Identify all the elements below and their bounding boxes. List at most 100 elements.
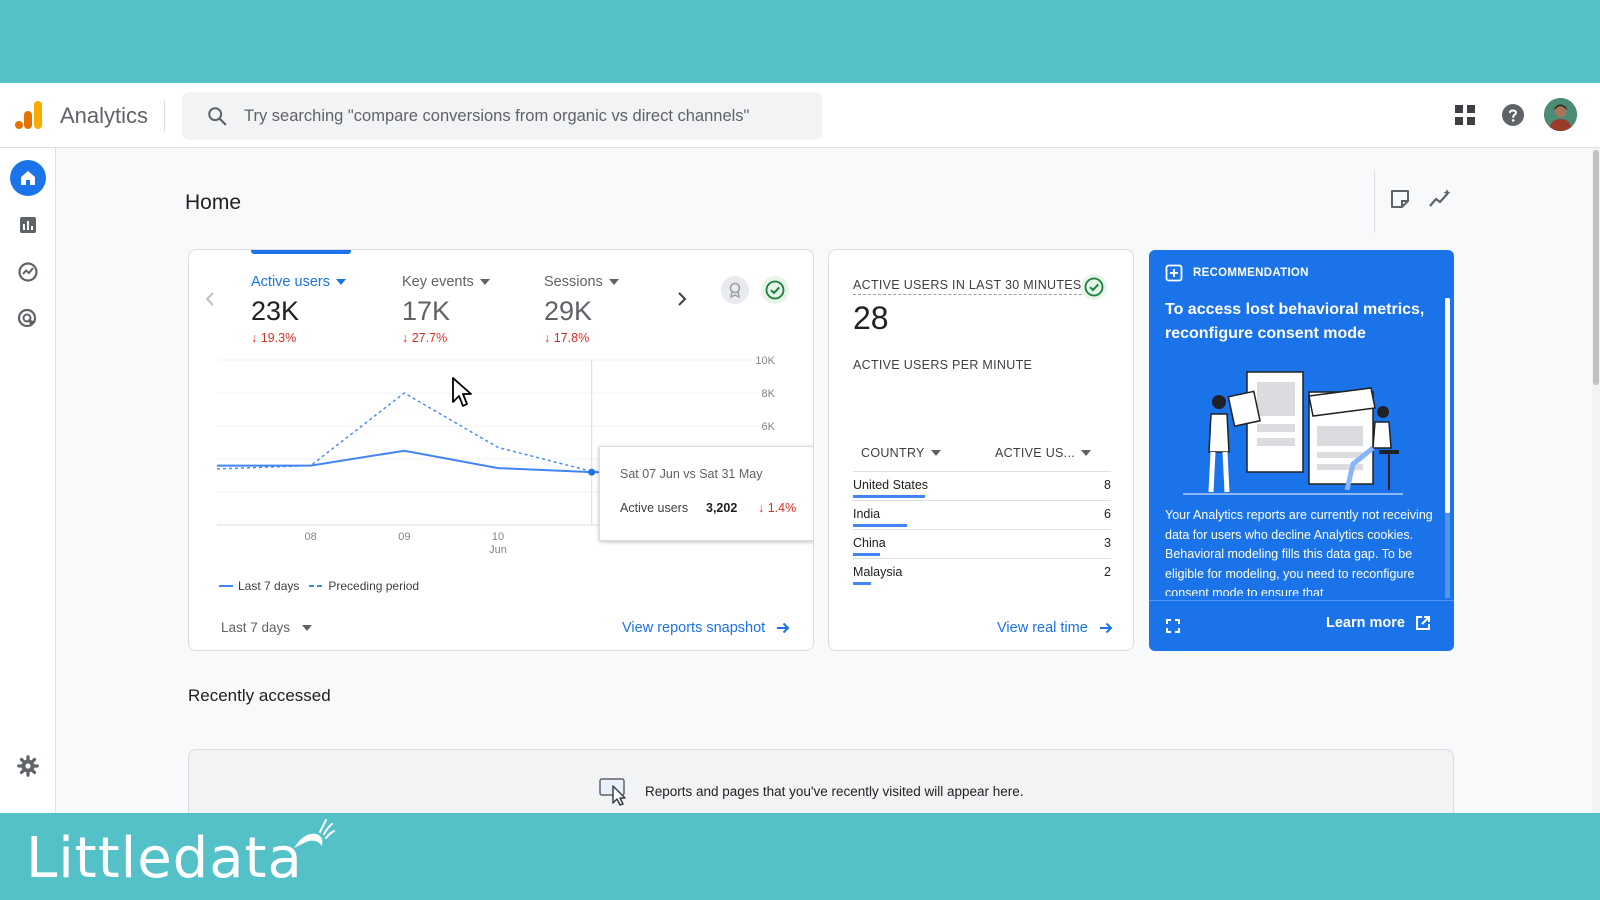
left-nav-rail: [0, 148, 56, 813]
metric-change: ↓ 19.3%: [251, 331, 297, 345]
y-tick-label: 6K: [762, 421, 776, 433]
title-actions-divider: [1374, 171, 1375, 233]
link-label: View reports snapshot: [622, 620, 766, 636]
analytics-logo-icon[interactable]: [14, 99, 44, 131]
hover-data-point[interactable]: [588, 468, 596, 476]
column-header-country[interactable]: COUNTRY: [861, 446, 941, 460]
metric-label-text: Sessions: [544, 274, 603, 290]
view-real-time-link[interactable]: View real time: [997, 620, 1114, 636]
country-users: 3: [1104, 536, 1111, 550]
tooltip-date-range: Sat 07 Jun vs Sat 31 May: [620, 467, 763, 481]
metric-value: 29K: [544, 296, 593, 326]
page-scrollbar-thumb[interactable]: [1593, 150, 1599, 385]
chevron-left-icon[interactable]: [201, 290, 219, 308]
recommendation-header: RECOMMENDATION: [1165, 264, 1309, 282]
caret-down-icon: [479, 279, 490, 285]
caret-down-icon: [302, 624, 313, 631]
metric-change-value: 17.8%: [553, 331, 590, 345]
chevron-right-icon[interactable]: [673, 290, 691, 308]
metric-change: ↓ 17.8%: [544, 331, 590, 345]
insights-icon[interactable]: [1428, 188, 1452, 210]
search-bar[interactable]: [182, 92, 822, 140]
bottom-band: [0, 813, 1600, 900]
check-circle-icon: [1084, 277, 1104, 297]
metric-change: ↓ 27.7%: [402, 331, 448, 345]
legend-label: Preceding period: [328, 579, 420, 593]
caret-down-icon: [608, 279, 619, 285]
table-row[interactable]: India 6: [853, 500, 1111, 529]
date-range-selector[interactable]: Last 7 days: [221, 620, 313, 635]
nav-home[interactable]: [10, 160, 46, 196]
littledata-wordmark: Littledata: [26, 826, 303, 891]
country-users: 6: [1104, 507, 1111, 521]
column-header-label: COUNTRY: [861, 446, 925, 460]
column-header-active-users[interactable]: ACTIVE US...: [995, 446, 1092, 460]
header: Analytics: [0, 83, 1600, 148]
metric-value: 23K: [251, 296, 300, 326]
search-icon: [208, 107, 227, 126]
search-input[interactable]: [244, 100, 804, 132]
nav-advertising[interactable]: [10, 301, 46, 337]
share-bar: [853, 495, 925, 498]
realtime-title[interactable]: ACTIVE USERS IN LAST 30 MINUTES: [853, 278, 1082, 295]
nav-admin[interactable]: [10, 748, 46, 784]
apps-grid-icon[interactable]: [1454, 104, 1476, 126]
gear-icon: [17, 755, 39, 777]
country-users: 8: [1104, 478, 1111, 492]
mouse-pointer-icon: [452, 377, 472, 407]
metric-value: 17K: [402, 296, 451, 326]
metric-tab-active-users[interactable]: Active users 23K ↓ 19.3%: [251, 274, 346, 345]
legend-item-current: Last 7 days: [219, 579, 299, 593]
recently-accessed-title: Recently accessed: [188, 686, 331, 705]
metric-tab-key-events[interactable]: Key events 17K ↓ 27.7%: [402, 274, 490, 345]
expand-icon[interactable]: [1165, 618, 1181, 634]
column-header-label: ACTIVE US...: [995, 446, 1076, 460]
metric-change-value: 19.3%: [260, 331, 297, 345]
cursor-click-icon: [599, 778, 626, 806]
x-tick-month-label: Jun: [489, 544, 507, 556]
realtime-subtitle: ACTIVE USERS PER MINUTE: [853, 358, 1033, 372]
nav-reports[interactable]: [10, 207, 46, 243]
home-icon: [21, 171, 35, 185]
user-avatar[interactable]: [1544, 98, 1577, 131]
y-tick-label: 10K: [755, 355, 775, 367]
table-row[interactable]: Malaysia 2: [853, 558, 1111, 587]
country-users: 2: [1104, 565, 1111, 579]
country-name: India: [853, 507, 881, 521]
recommendation-scrollbar[interactable]: [1445, 298, 1450, 598]
consent-illustration: [1183, 371, 1403, 495]
top-band: [0, 0, 1600, 83]
explore-icon: [18, 262, 38, 282]
check-circle-icon: [765, 280, 785, 300]
chart-legend: Last 7 days Preceding period: [219, 579, 419, 593]
recently-accessed-empty: Reports and pages that you've recently v…: [599, 776, 1024, 806]
empty-state-text: Reports and pages that you've recently v…: [645, 783, 1024, 799]
header-divider: [164, 101, 165, 131]
recently-accessed-card: Reports and pages that you've recently v…: [188, 749, 1454, 813]
annotation-icon[interactable]: [1389, 188, 1411, 210]
page-scrollbar[interactable]: [1592, 148, 1600, 813]
ribbon-badge-icon[interactable]: [721, 276, 749, 304]
recommendation-footer: Learn more: [1149, 600, 1454, 651]
caret-down-icon: [1081, 450, 1092, 456]
country-name: China: [853, 536, 886, 550]
country-name: Malaysia: [853, 565, 903, 579]
arrow-right-icon: [777, 622, 790, 634]
data-quality-check-icon[interactable]: [761, 276, 789, 304]
page-title: Home: [185, 191, 242, 214]
learn-more-link[interactable]: Learn more: [1326, 615, 1431, 631]
metric-tab-sessions[interactable]: Sessions 29K ↓ 17.8%: [544, 274, 619, 345]
view-reports-snapshot-link[interactable]: View reports snapshot: [622, 620, 791, 636]
help-icon[interactable]: [1501, 103, 1525, 127]
recommendation-icon: [1165, 264, 1183, 282]
recommendation-scrollbar-thumb[interactable]: [1445, 298, 1450, 513]
legend-item-preceding: Preceding period: [309, 579, 419, 593]
nav-explore[interactable]: [10, 254, 46, 290]
realtime-check-icon[interactable]: [1081, 274, 1107, 300]
table-row[interactable]: United States 8: [853, 471, 1111, 500]
table-row[interactable]: China 3: [853, 529, 1111, 558]
recommendation-title: To access lost behavioral metrics, recon…: [1165, 301, 1425, 342]
metric-label-text: Key events: [402, 274, 474, 290]
avatar-person-icon: [1544, 98, 1577, 131]
bird-logo-icon: [294, 819, 335, 848]
